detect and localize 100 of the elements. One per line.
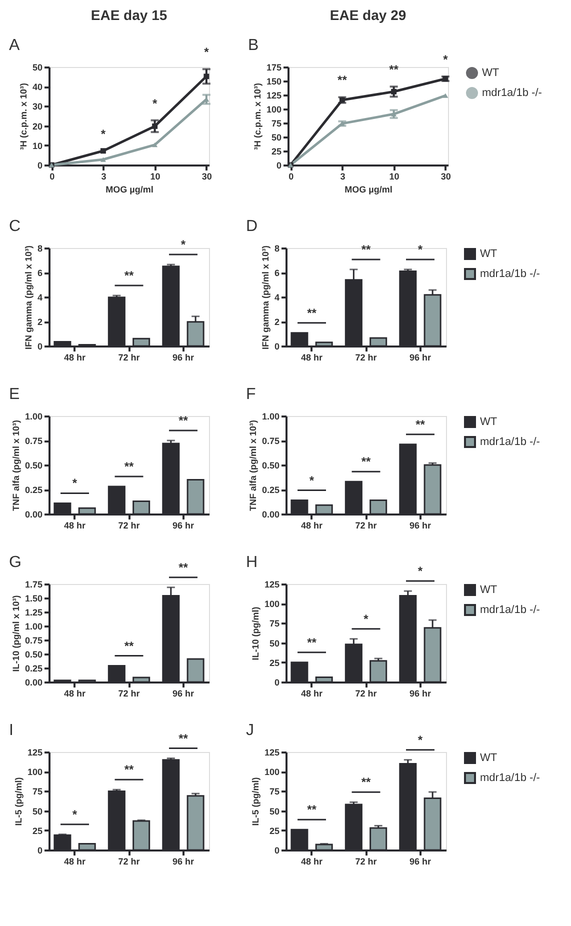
y-tick-label: 0 <box>37 342 42 352</box>
annotation: ** <box>389 62 399 77</box>
y-tick-label: 0.50 <box>24 460 42 470</box>
text: E <box>9 386 20 403</box>
annotation: ** <box>361 242 371 256</box>
y-tick-label: 125 <box>264 580 280 590</box>
y-axis-title: TNF alfa (pg/ml x 10³) <box>10 420 21 512</box>
x-tick-label: 10 <box>150 172 160 182</box>
y-tick-label: 0.50 <box>24 650 42 660</box>
y-tick-label: 1.75 <box>24 580 42 590</box>
x-tick-label: 72 hr <box>355 520 378 530</box>
y-axis-title: ³H (c.p.m. x 10³) <box>252 82 262 150</box>
annotation: ** <box>307 306 317 320</box>
annotation: ** <box>178 560 188 574</box>
y-tick-label: 175 <box>266 62 282 72</box>
y-tick-label: 1.00 <box>24 622 42 632</box>
x-tick-label: 3 <box>101 172 106 182</box>
annotation: * <box>152 96 158 110</box>
y-tick-label: 30 <box>32 102 42 112</box>
y-tick-label: 25 <box>269 658 280 668</box>
y-tick-label: 0 <box>274 678 280 688</box>
text: H <box>246 554 258 571</box>
x-tick-label: 48 hr <box>64 856 86 866</box>
annotation: ** <box>361 775 371 790</box>
annotation: * <box>180 238 186 252</box>
annotation: ** <box>178 731 188 746</box>
y-tick-label: 8 <box>37 244 42 254</box>
y-axis-title: IL-10 (pg/ml x 10³) <box>10 595 21 672</box>
y-tick-label: 50 <box>271 132 282 142</box>
y-tick-label: 4 <box>37 292 42 302</box>
y-tick-label: 100 <box>27 767 42 778</box>
y-tick-label: 0.25 <box>24 485 42 495</box>
annotation: ** <box>124 762 134 777</box>
text: J <box>246 722 254 739</box>
y-tick-label: 75 <box>269 618 280 629</box>
y-tick-label: 0.00 <box>24 510 42 520</box>
x-tick-label: 72 hr <box>118 688 140 698</box>
text: I <box>9 722 14 739</box>
y-tick-label: 125 <box>27 748 42 758</box>
x-tick-label: 96 hr <box>409 520 432 530</box>
annotation: * <box>309 473 314 488</box>
y-tick-label: 125 <box>264 748 280 758</box>
y-tick-label: 100 <box>264 599 280 610</box>
x-tick-label: 72 hr <box>355 856 378 866</box>
y-tick-label: 0 <box>274 342 280 352</box>
x-tick-label: 48 hr <box>64 688 86 698</box>
y-tick-label: 50 <box>269 806 280 816</box>
x-tick-label: 96 hr <box>409 688 432 698</box>
text: F <box>246 386 256 403</box>
y-tick-label: 150 <box>266 76 282 86</box>
y-tick-label: 50 <box>32 806 42 816</box>
x-tick-label: 48 hr <box>64 352 86 362</box>
y-tick-label: 20 <box>32 121 42 132</box>
y-tick-label: 0 <box>274 846 280 856</box>
y-tick-label: 4 <box>274 292 280 302</box>
y-tick-label: 25 <box>271 146 282 156</box>
x-tick-label: 72 hr <box>355 688 378 698</box>
annotation: * <box>418 564 423 578</box>
y-tick-label: 8 <box>274 244 280 254</box>
y-tick-label: 6 <box>274 268 280 278</box>
text: A <box>9 37 20 54</box>
legend-label: WT <box>482 67 500 79</box>
x-tick-label: 48 hr <box>301 520 324 530</box>
legend-label: mdr1a/1b -/- <box>480 268 540 280</box>
text: C <box>9 218 21 235</box>
y-tick-label: 0 <box>276 160 282 170</box>
y-tick-label: 0 <box>37 846 42 856</box>
annotation: * <box>443 52 448 67</box>
x-tick-label: 96 hr <box>172 352 194 362</box>
x-tick-label: 72 hr <box>118 352 140 362</box>
text: mdr1a/1b -/- <box>480 604 540 616</box>
annotation: ** <box>124 268 134 283</box>
y-tick-label: 25 <box>32 826 42 836</box>
y-tick-label: 75 <box>269 786 280 797</box>
text: B <box>248 37 259 54</box>
annotation: * <box>72 807 78 822</box>
annotation: * <box>100 126 106 141</box>
x-tick-label: 72 hr <box>118 520 140 530</box>
annotation: ** <box>124 638 134 653</box>
y-axis-title: IL-5 (pg/ml) <box>13 777 24 826</box>
y-tick-label: 40 <box>32 82 42 92</box>
annotation: ** <box>307 635 317 650</box>
annotation: ** <box>124 460 134 474</box>
annotation: ** <box>338 73 348 88</box>
legend-label: WT <box>480 248 498 260</box>
chart-title: EAE day 29 <box>330 7 406 23</box>
x-tick-label: 48 hr <box>301 856 324 866</box>
y-tick-label: 1.50 <box>24 594 42 604</box>
y-tick-label: 1.00 <box>262 412 280 422</box>
y-tick-label: 2 <box>274 317 280 327</box>
y-tick-label: 50 <box>32 62 42 72</box>
x-tick-label: 10 <box>389 172 400 182</box>
x-tick-label: 96 hr <box>172 520 194 530</box>
y-tick-label: 1.00 <box>24 412 42 422</box>
y-tick-label: 0 <box>37 160 42 170</box>
x-tick-label: 30 <box>440 172 451 182</box>
annotation: * <box>364 612 369 626</box>
annotation: ** <box>307 802 317 817</box>
text: WT <box>480 416 498 428</box>
annotation: ** <box>361 454 371 469</box>
